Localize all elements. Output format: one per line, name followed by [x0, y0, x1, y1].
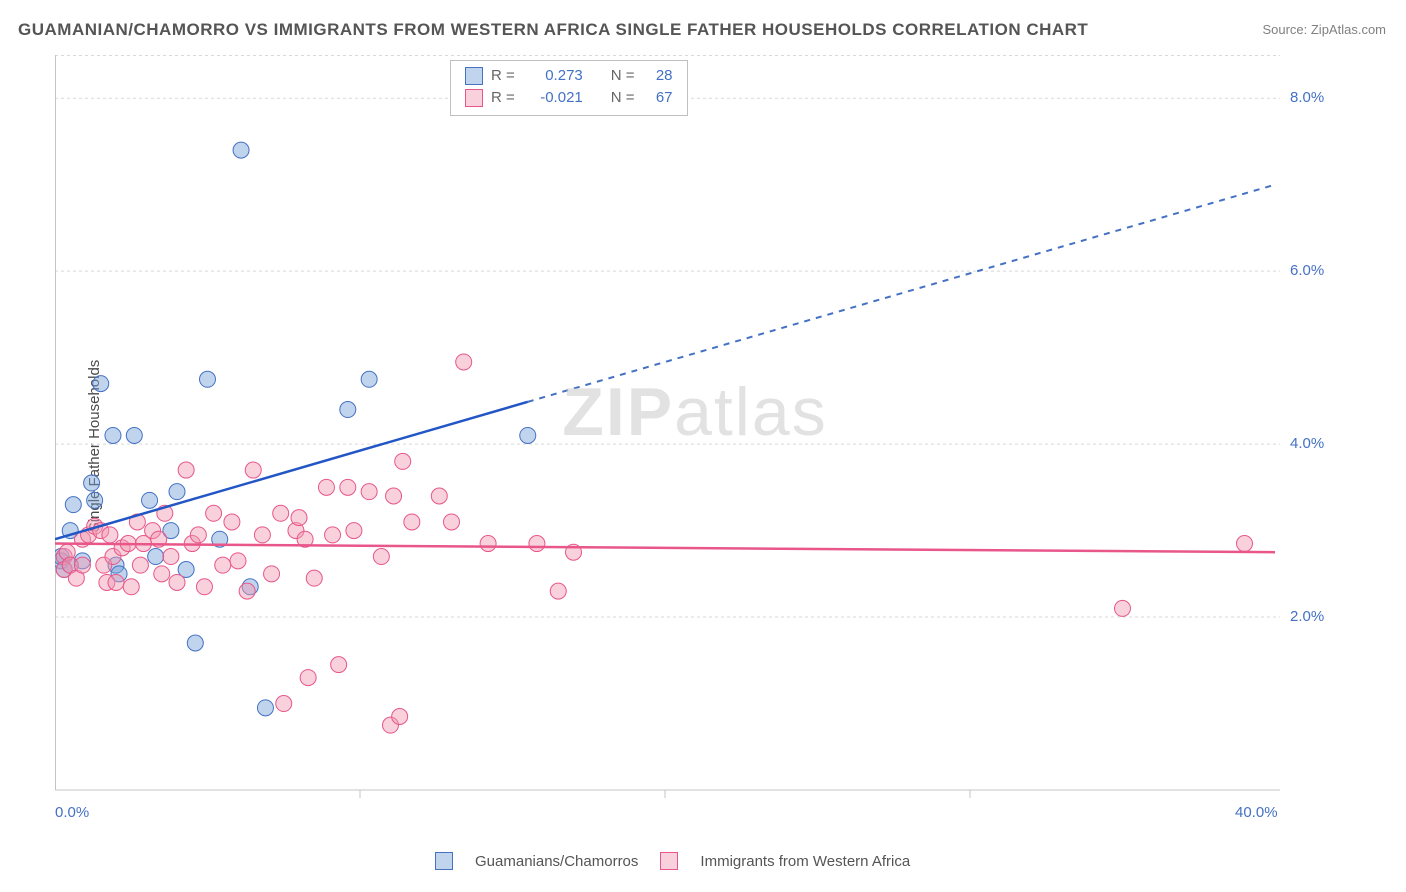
scatter-svg [55, 55, 1335, 830]
y-tick-label: 2.0% [1290, 608, 1324, 625]
correlation-legend: R = 0.273 N = 28 R = -0.021 N = 67 [450, 60, 688, 116]
y-tick-label: 6.0% [1290, 262, 1324, 279]
legend-item-label: Guamanians/Chamorros [475, 853, 638, 870]
legend-row: R = -0.021 N = 67 [465, 87, 673, 109]
series-legend: Guamanians/Chamorros Immigrants from Wes… [435, 852, 910, 870]
y-tick-label: 4.0% [1290, 435, 1324, 452]
n-value-pink: 67 [643, 87, 673, 109]
x-tick-label: 40.0% [1235, 804, 1278, 821]
x-tick-label: 0.0% [55, 804, 89, 821]
y-tick-label: 8.0% [1290, 89, 1324, 106]
swatch-pink-icon [465, 89, 483, 107]
n-value-blue: 28 [643, 65, 673, 87]
source-label: Source: ZipAtlas.com [1262, 22, 1386, 37]
swatch-blue-icon [465, 67, 483, 85]
chart-title: GUAMANIAN/CHAMORRO VS IMMIGRANTS FROM WE… [18, 20, 1088, 40]
correlation-chart: GUAMANIAN/CHAMORRO VS IMMIGRANTS FROM WE… [0, 0, 1406, 892]
plot-area: ZIPatlas R = 0.273 N = 28 R = -0.021 N =… [55, 55, 1335, 830]
swatch-pink-icon [660, 852, 678, 870]
swatch-blue-icon [435, 852, 453, 870]
legend-row: R = 0.273 N = 28 [465, 65, 673, 87]
legend-item-label: Immigrants from Western Africa [700, 853, 910, 870]
r-value-blue: 0.273 [523, 65, 583, 87]
r-value-pink: -0.021 [523, 87, 583, 109]
